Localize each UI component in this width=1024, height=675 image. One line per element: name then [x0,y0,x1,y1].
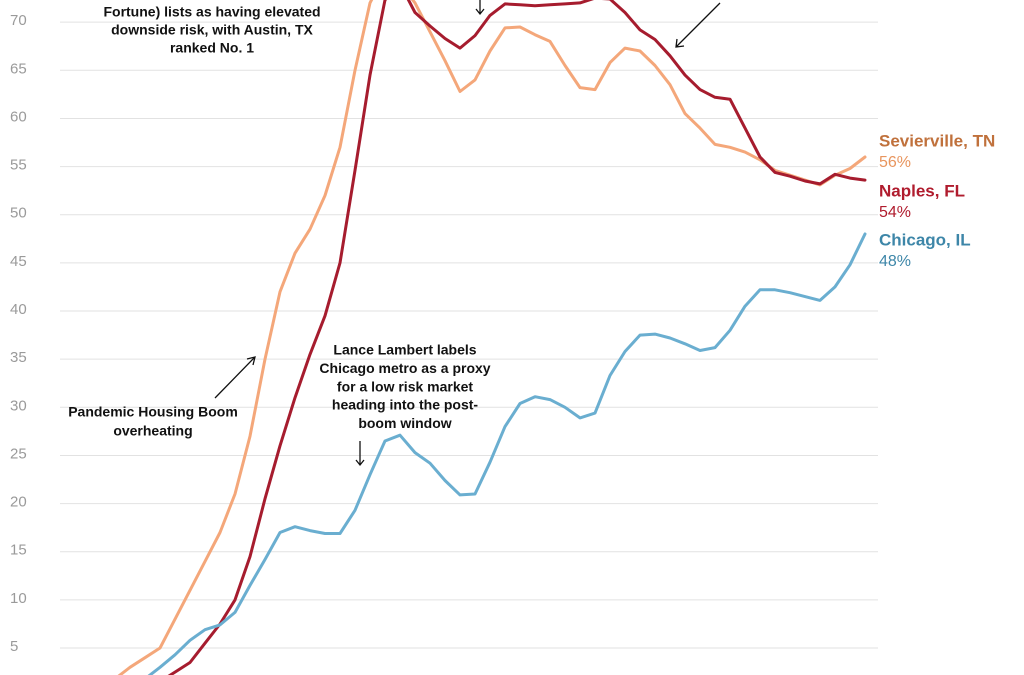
annotation: ranked No. 1 [170,40,254,56]
series-line [167,0,867,675]
y-tick-label: 35 [10,349,27,366]
lines [117,0,867,675]
y-tick-label: 5 [10,638,18,655]
y-tick-label: 15 [10,542,27,559]
series-line [147,232,867,675]
value-label: 48% [879,253,911,270]
annotation: Chicago metro as a proxy [319,360,490,376]
annotations: Fortune) lists as having elevated downsid… [68,0,721,467]
y-tick-label: 50 [10,205,27,222]
y-tick-label: 20 [10,494,27,511]
value-label: 56% [879,154,911,171]
arrow [475,0,485,16]
annotation: heading into the post- [332,397,479,413]
annotation: downside risk, with Austin, TX [111,22,313,38]
legend-label: Sevierville, TN [879,131,995,150]
annotation: Pandemic Housing Boom [68,404,238,420]
legend-label: Naples, FL [879,181,965,200]
y-tick-label: 30 [10,397,27,414]
labels: 5 10 15 20 25 30 35 40 45 50 55 60 65 70 Sevierville, … [10,12,995,655]
annotation: overheating [113,423,192,439]
y-tick-label: 65 [10,60,27,77]
annotation: Fortune) lists as having elevated [103,4,320,20]
series-line [117,0,867,675]
value-label: 54% [879,204,911,221]
annotation: boom window [358,415,451,431]
y-tick-label: 25 [10,445,27,462]
y-tick-label: 10 [10,590,27,607]
grid [60,21,878,649]
y-tick-label: 45 [10,253,27,270]
arrow [675,2,721,48]
y-tick-label: 60 [10,108,27,125]
y-tick-label: 55 [10,157,27,174]
y-tick-label: 40 [10,301,27,318]
arrow [355,441,365,467]
annotation: for a low risk market [337,378,474,394]
legend-label: Chicago, IL [879,230,971,249]
y-tick-label: 70 [10,12,27,29]
annotation: Lance Lambert labels [333,342,476,358]
arrow [214,356,256,399]
